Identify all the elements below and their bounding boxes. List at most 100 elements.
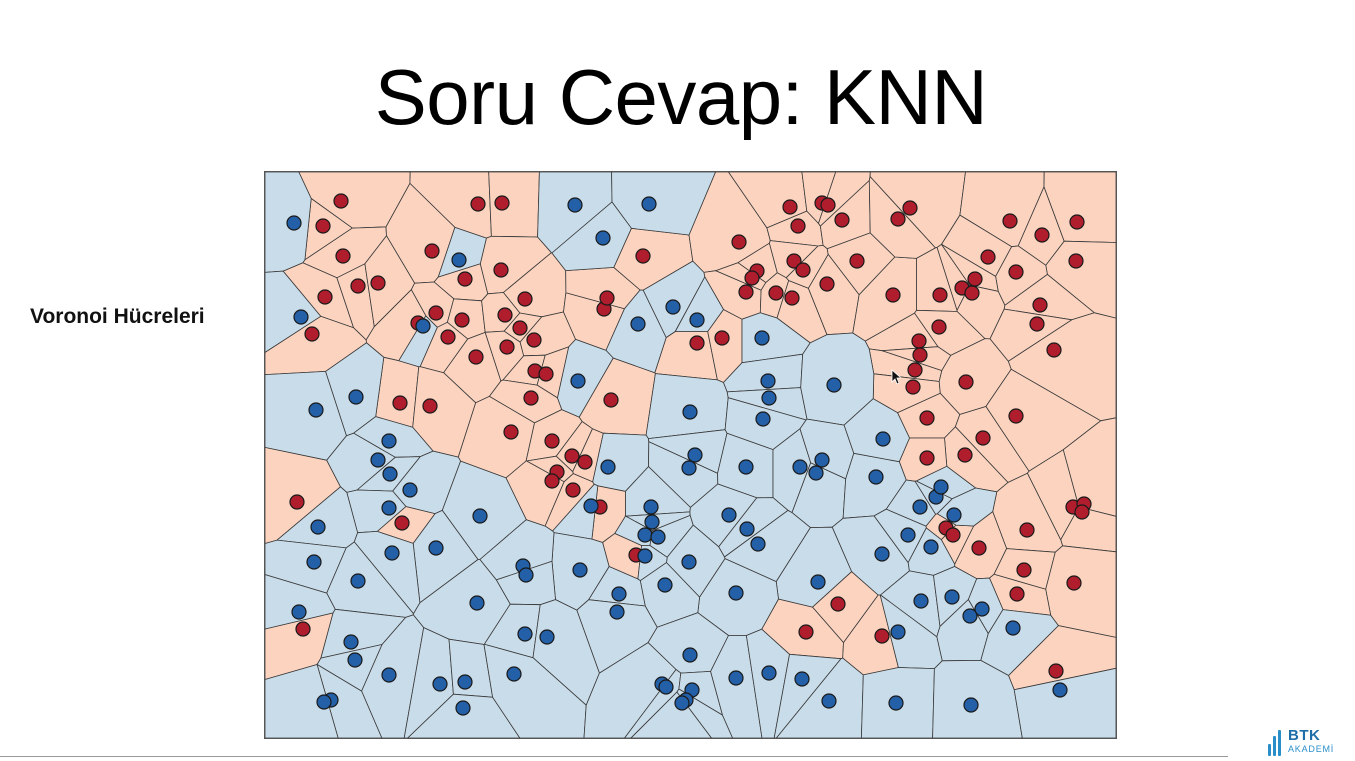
data-point-blue bbox=[665, 299, 681, 315]
data-point-blue bbox=[738, 459, 754, 475]
data-point-blue bbox=[682, 647, 698, 663]
data-point-blue bbox=[900, 527, 916, 543]
data-point-red bbox=[454, 312, 470, 328]
data-point-red bbox=[544, 433, 560, 449]
data-point-red bbox=[782, 199, 798, 215]
data-point-red bbox=[744, 270, 760, 286]
data-point-blue bbox=[348, 389, 364, 405]
data-point-blue bbox=[381, 433, 397, 449]
data-point-blue bbox=[792, 459, 808, 475]
data-point-blue bbox=[415, 318, 431, 334]
logo-bars-icon bbox=[1268, 728, 1284, 756]
data-point-red bbox=[468, 349, 484, 365]
data-point-blue bbox=[761, 390, 777, 406]
data-point-red bbox=[599, 290, 615, 306]
data-point-blue bbox=[681, 554, 697, 570]
data-point-blue bbox=[570, 373, 586, 389]
data-point-blue bbox=[572, 562, 588, 578]
voronoi-cell-blue bbox=[932, 659, 1023, 738]
voronoi-cell-red bbox=[1062, 417, 1116, 517]
data-point-blue bbox=[1052, 682, 1068, 698]
data-point-red bbox=[424, 243, 440, 259]
data-point-red bbox=[932, 287, 948, 303]
data-point-red bbox=[786, 253, 802, 269]
data-point-blue bbox=[402, 482, 418, 498]
data-point-red bbox=[335, 248, 351, 264]
data-point-red bbox=[912, 347, 928, 363]
voronoi-diagram bbox=[264, 171, 1117, 739]
data-point-blue bbox=[384, 545, 400, 561]
data-point-red bbox=[538, 366, 554, 382]
data-point-red bbox=[1019, 522, 1035, 538]
data-point-blue bbox=[657, 577, 673, 593]
data-point-red bbox=[394, 515, 410, 531]
data-point-blue bbox=[381, 667, 397, 683]
data-point-blue bbox=[868, 469, 884, 485]
data-point-blue bbox=[933, 479, 949, 495]
data-point-blue bbox=[457, 674, 473, 690]
data-point-red bbox=[440, 329, 456, 345]
data-point-red bbox=[315, 218, 331, 234]
data-point-blue bbox=[308, 402, 324, 418]
data-point-red bbox=[919, 410, 935, 426]
data-point-blue bbox=[721, 507, 737, 523]
data-point-red bbox=[317, 289, 333, 305]
data-point-blue bbox=[888, 695, 904, 711]
data-point-red bbox=[422, 398, 438, 414]
data-point-red bbox=[980, 249, 996, 265]
data-point-blue bbox=[650, 529, 666, 545]
data-point-red bbox=[784, 290, 800, 306]
data-point-red bbox=[957, 447, 973, 463]
data-point-red bbox=[333, 193, 349, 209]
data-point-red bbox=[289, 494, 305, 510]
data-point-blue bbox=[350, 573, 366, 589]
voronoi-cell-blue bbox=[483, 643, 587, 738]
side-label: Voronoi Hücreleri bbox=[30, 305, 205, 328]
logo-name: BTK bbox=[1288, 727, 1321, 744]
data-point-blue bbox=[674, 695, 690, 711]
data-point-red bbox=[1066, 575, 1082, 591]
bottom-divider bbox=[0, 756, 1228, 757]
data-point-red bbox=[565, 482, 581, 498]
data-point-red bbox=[714, 330, 730, 346]
mouse-cursor-icon bbox=[891, 369, 901, 385]
data-point-red bbox=[971, 540, 987, 556]
data-point-red bbox=[370, 275, 386, 291]
voronoi-cell-blue bbox=[265, 664, 339, 738]
data-point-red bbox=[564, 448, 580, 464]
data-point-red bbox=[795, 262, 811, 278]
data-point-red bbox=[731, 234, 747, 250]
data-point-red bbox=[902, 200, 918, 216]
data-point-blue bbox=[974, 601, 990, 617]
data-point-red bbox=[523, 390, 539, 406]
data-point-red bbox=[392, 395, 408, 411]
data-point-blue bbox=[962, 608, 978, 624]
data-point-blue bbox=[432, 676, 448, 692]
voronoi-cell-blue bbox=[647, 429, 728, 474]
data-point-blue bbox=[728, 670, 744, 686]
data-point-red bbox=[350, 278, 366, 294]
data-point-red bbox=[577, 454, 593, 470]
data-point-blue bbox=[595, 230, 611, 246]
data-point-blue bbox=[611, 586, 627, 602]
data-point-red bbox=[1008, 264, 1024, 280]
data-point-red bbox=[919, 450, 935, 466]
voronoi-cell-blue bbox=[437, 226, 487, 278]
data-point-red bbox=[493, 262, 509, 278]
data-point-blue bbox=[291, 604, 307, 620]
data-point-red bbox=[689, 335, 705, 351]
data-point-red bbox=[499, 339, 515, 355]
data-point-red bbox=[497, 307, 513, 323]
data-point-blue bbox=[567, 197, 583, 213]
data-point-red bbox=[503, 424, 519, 440]
data-point-blue bbox=[754, 330, 770, 346]
data-point-blue bbox=[821, 693, 837, 709]
data-point-blue bbox=[630, 316, 646, 332]
btk-akademi-logo: BTK AKADEMİ bbox=[1268, 726, 1348, 758]
data-point-blue bbox=[658, 679, 674, 695]
data-point-blue bbox=[637, 527, 653, 543]
voronoi-cell-blue bbox=[611, 172, 716, 236]
data-point-blue bbox=[583, 498, 599, 514]
data-point-blue bbox=[1005, 620, 1021, 636]
data-point-red bbox=[849, 253, 865, 269]
